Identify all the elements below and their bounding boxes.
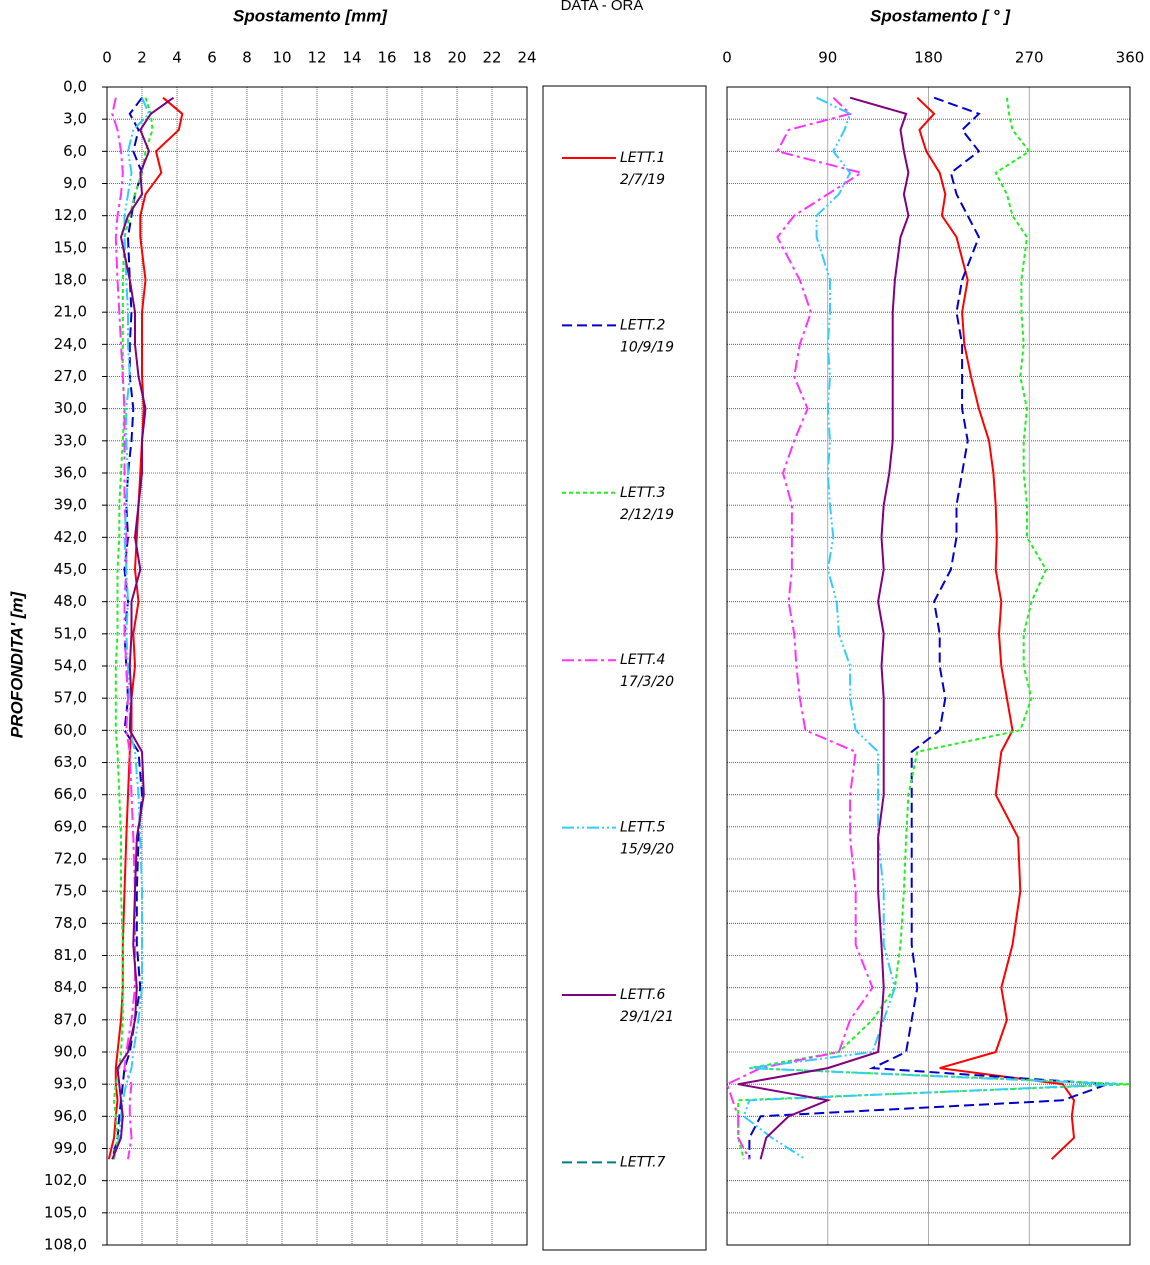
y-tick-label: 66,0 — [54, 785, 87, 803]
legend-box — [542, 85, 707, 1251]
legend-label: LETT.7 — [620, 1154, 666, 1170]
y-tick-label: 60,0 — [54, 721, 87, 739]
y-tick-label: 81,0 — [54, 946, 87, 964]
y-tick-label: 15,0 — [54, 238, 87, 256]
x-tick-label: 180 — [914, 49, 943, 67]
x-tick-label: 4 — [172, 49, 182, 67]
y-tick-label: 12,0 — [54, 206, 87, 224]
y-tick-label: 90,0 — [54, 1043, 87, 1061]
legend-label: LETT.4 — [620, 652, 665, 668]
y-tick-label: 48,0 — [54, 592, 87, 610]
legend-label: LETT.2 — [620, 317, 666, 333]
x-tick-label: 10 — [272, 49, 291, 67]
y-tick-label: 87,0 — [54, 1010, 87, 1028]
x-tick-label: 0 — [102, 49, 112, 67]
legend-date: 17/3/20 — [620, 674, 674, 690]
y-tick-label: 69,0 — [54, 817, 87, 835]
y-tick-label: 24,0 — [54, 335, 87, 353]
legend-date: 15/9/20 — [620, 842, 674, 858]
y-tick-label: 51,0 — [54, 624, 87, 642]
y-tick-label: 33,0 — [54, 431, 87, 449]
x-tick-label: 24 — [517, 49, 536, 67]
y-axis-label: PROFONDITA' [m] — [7, 590, 26, 738]
x-tick-label: 12 — [307, 49, 326, 67]
series-line — [111, 96, 175, 1160]
y-tick-label: 18,0 — [54, 271, 87, 289]
x-tick-label: 0 — [722, 49, 732, 67]
legend-date: 10/9/19 — [620, 339, 674, 355]
x-tick-label: 14 — [342, 49, 361, 67]
y-tick-label: 9,0 — [63, 174, 87, 192]
y-tick-label: 54,0 — [54, 657, 87, 675]
plot-frame — [106, 86, 528, 1246]
legend-title: DATA - ORA — [561, 0, 644, 14]
series-line — [738, 96, 910, 1160]
plot-frame — [726, 86, 1131, 1246]
series-line — [111, 97, 136, 1160]
x-tick-label: 20 — [447, 49, 466, 67]
y-tick-label: 3,0 — [63, 110, 87, 128]
x-tick-label: 22 — [482, 49, 501, 67]
legend-label: LETT.3 — [620, 485, 665, 501]
series-line — [113, 97, 151, 1160]
series-line — [107, 96, 184, 1160]
y-tick-label: 84,0 — [54, 978, 87, 996]
series-line — [111, 97, 144, 1160]
chart-title: Spostamento [mm] — [233, 6, 388, 25]
legend-date: 2/7/19 — [620, 172, 665, 188]
y-tick-label: 6,0 — [63, 142, 87, 160]
x-tick-label: 16 — [377, 49, 396, 67]
y-tick-label: 105,0 — [44, 1203, 87, 1221]
y-tick-label: 57,0 — [54, 689, 87, 707]
x-tick-label: 270 — [1015, 49, 1044, 67]
x-tick-label: 8 — [242, 49, 252, 67]
series-line — [748, 96, 1108, 1160]
x-tick-label: 360 — [1116, 49, 1145, 67]
x-tick-label: 90 — [818, 49, 837, 67]
y-tick-label: 78,0 — [54, 914, 87, 932]
series-line — [742, 96, 1119, 1161]
y-tick-label: 30,0 — [54, 399, 87, 417]
y-tick-label: 96,0 — [54, 1107, 87, 1125]
chart-title: Spostamento [ ° ] — [870, 6, 1011, 25]
legend-label: LETT.5 — [620, 820, 666, 836]
y-tick-label: 102,0 — [44, 1171, 87, 1189]
series-line — [112, 97, 154, 1160]
legend-label: LETT.1 — [620, 150, 665, 166]
series-line — [916, 96, 1076, 1160]
y-tick-label: 99,0 — [54, 1139, 87, 1157]
x-tick-label: 18 — [412, 49, 431, 67]
x-tick-label: 2 — [137, 49, 147, 67]
y-tick-label: 0,0 — [63, 78, 87, 96]
legend-date: 2/12/19 — [620, 507, 674, 523]
y-tick-label: 108,0 — [44, 1236, 87, 1254]
y-tick-label: 36,0 — [54, 464, 87, 482]
y-tick-label: 21,0 — [54, 303, 87, 321]
legend-label: LETT.6 — [620, 987, 666, 1003]
y-tick-label: 39,0 — [54, 496, 87, 514]
y-tick-label: 42,0 — [54, 528, 87, 546]
series-line — [737, 97, 1131, 1160]
series-line — [725, 96, 874, 1160]
legend-date: 29/1/21 — [620, 1009, 674, 1025]
y-tick-label: 27,0 — [54, 367, 87, 385]
x-tick-label: 6 — [207, 49, 217, 67]
y-tick-label: 45,0 — [54, 560, 87, 578]
y-tick-label: 75,0 — [54, 882, 87, 900]
y-tick-label: 93,0 — [54, 1075, 87, 1093]
y-tick-label: 72,0 — [54, 850, 87, 868]
y-tick-label: 63,0 — [54, 753, 87, 771]
